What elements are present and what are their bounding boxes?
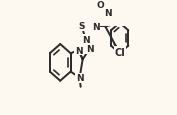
Text: N: N: [92, 23, 100, 32]
Text: N: N: [82, 36, 89, 45]
Text: N: N: [75, 46, 82, 55]
Text: O: O: [97, 1, 105, 10]
Text: N: N: [76, 73, 83, 82]
Text: N: N: [104, 9, 112, 18]
Text: S: S: [78, 22, 85, 31]
Text: Cl: Cl: [114, 47, 125, 57]
Text: N: N: [86, 45, 93, 54]
